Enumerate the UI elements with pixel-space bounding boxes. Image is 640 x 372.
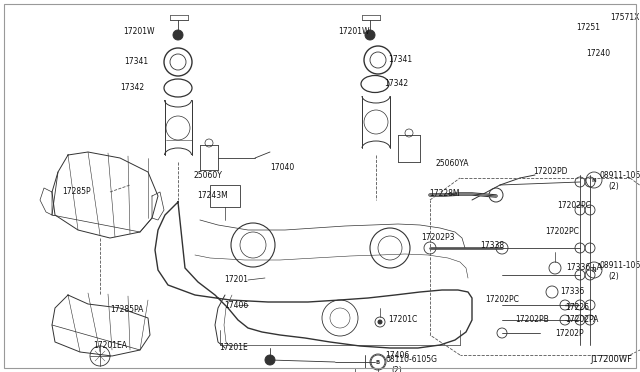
Text: 17202PC: 17202PC: [485, 295, 519, 305]
Text: N: N: [592, 177, 596, 183]
Text: 17251: 17251: [576, 23, 600, 32]
Text: 17240: 17240: [586, 49, 610, 58]
Text: 17285PA: 17285PA: [110, 305, 143, 314]
Text: 08911-1062G: 08911-1062G: [600, 260, 640, 269]
Text: 08110-6105G: 08110-6105G: [386, 356, 438, 365]
Text: 17201: 17201: [224, 276, 248, 285]
Text: (2): (2): [608, 273, 619, 282]
Text: 17201C: 17201C: [388, 315, 417, 324]
Text: 17341: 17341: [388, 55, 412, 64]
Text: 17243M: 17243M: [197, 190, 228, 199]
Text: 25060YA: 25060YA: [436, 158, 470, 167]
Text: 17341: 17341: [124, 58, 148, 67]
Text: 17201EA: 17201EA: [93, 340, 127, 350]
Text: 17226: 17226: [565, 302, 589, 311]
Text: 17202PD: 17202PD: [533, 167, 568, 176]
Text: 17285P: 17285P: [62, 187, 91, 196]
Text: 17202P: 17202P: [555, 328, 584, 337]
Text: 17040: 17040: [270, 164, 294, 173]
Text: 17202PC: 17202PC: [545, 228, 579, 237]
Text: 08911-1062G: 08911-1062G: [600, 170, 640, 180]
Text: 25060Y: 25060Y: [193, 170, 222, 180]
Text: J17200WF: J17200WF: [590, 355, 632, 364]
Text: 17571X: 17571X: [611, 13, 640, 22]
Circle shape: [365, 30, 375, 40]
Text: 17342: 17342: [384, 80, 408, 89]
Text: 17201W: 17201W: [339, 28, 370, 36]
Text: 17342: 17342: [120, 83, 144, 93]
Circle shape: [173, 30, 183, 40]
Text: 17228M: 17228M: [429, 189, 460, 198]
FancyBboxPatch shape: [210, 185, 240, 207]
Text: 17202PB: 17202PB: [515, 315, 548, 324]
Circle shape: [378, 320, 382, 324]
Text: 17202P3: 17202P3: [422, 234, 455, 243]
Circle shape: [265, 355, 275, 365]
Text: 17338: 17338: [480, 241, 504, 250]
Text: 17406: 17406: [385, 352, 409, 360]
Text: 17336: 17336: [560, 288, 584, 296]
Text: 17336+A: 17336+A: [566, 263, 602, 273]
Text: N: N: [592, 267, 596, 273]
Text: 17201E: 17201E: [220, 343, 248, 353]
Text: 17202PA: 17202PA: [565, 315, 598, 324]
Text: 17201W: 17201W: [124, 28, 155, 36]
Text: (2): (2): [608, 183, 619, 192]
Text: 17406: 17406: [224, 301, 248, 310]
Text: 17202PC: 17202PC: [557, 201, 591, 209]
Text: (2): (2): [391, 366, 402, 372]
Text: B: B: [376, 359, 380, 365]
